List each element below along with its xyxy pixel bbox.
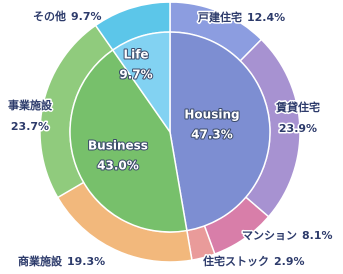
inner-segment (111, 31, 171, 135)
outer-label-group: マンション 8.1% (242, 229, 333, 242)
outer-label: 戸建住宅 (198, 10, 242, 24)
outer-label-group: その他 9.7% (33, 9, 102, 23)
outer-label: 住宅ストック (203, 254, 269, 268)
outer-value-label: 9.7% (71, 10, 102, 23)
outer-label-group: 住宅ストック 2.9% (203, 254, 305, 268)
outer-label: 商業施設 (18, 254, 63, 268)
inner-label: Business (88, 139, 148, 153)
inner-label: Life (123, 48, 148, 62)
outer-value-label: 12.4% (247, 11, 285, 24)
outer-label: 賃貸住宅 (275, 100, 320, 114)
outer-value-label: 23.7% (11, 120, 49, 133)
outer-label-group: 戸建住宅 12.4% (198, 10, 285, 24)
outer-label-group: 商業施設 19.3% (18, 254, 105, 268)
outer-value-label: 8.1% (302, 229, 333, 242)
outer-label: 事業施設 (8, 98, 53, 112)
outer-value-label: 23.9% (279, 122, 317, 135)
inner-value-label: 43.0% (97, 159, 139, 173)
outer-label: マンション (242, 229, 297, 242)
inner-value-label: 9.7% (119, 68, 152, 82)
inner-label: Housing (184, 108, 239, 122)
inner-segment (169, 31, 271, 232)
outer-value-label: 19.3% (67, 255, 105, 268)
inner-segment (69, 48, 188, 233)
outer-value-label: 2.9% (274, 255, 305, 268)
outer-label: その他 (33, 9, 66, 23)
inner-value-label: 47.3% (191, 128, 233, 142)
